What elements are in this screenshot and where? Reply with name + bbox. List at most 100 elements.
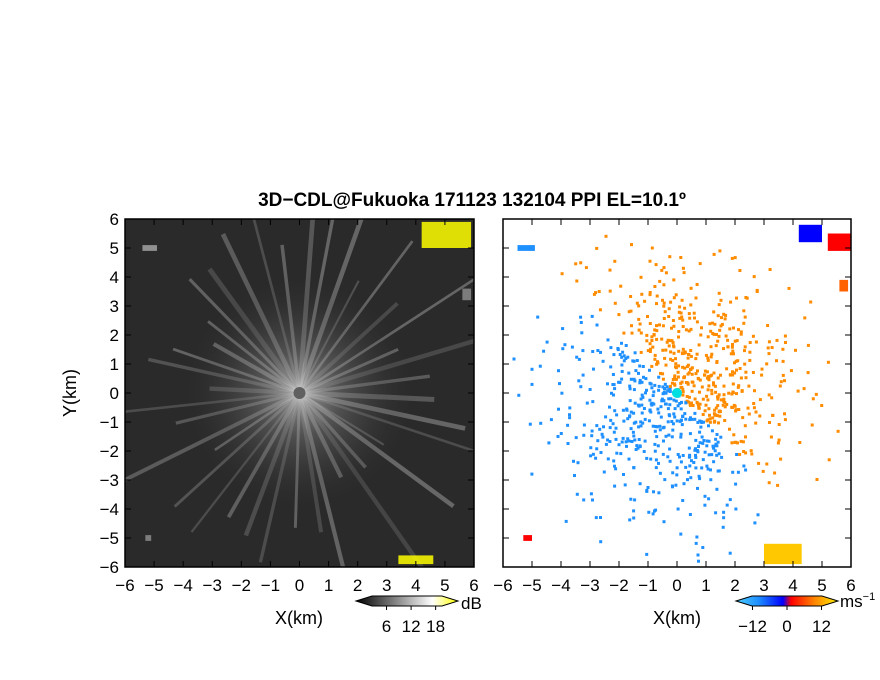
velocity-cell bbox=[682, 271, 686, 275]
velocity-cell bbox=[777, 438, 781, 442]
velocity-cell bbox=[725, 367, 729, 371]
velocity-cell bbox=[714, 390, 718, 394]
velocity-cell bbox=[736, 441, 739, 445]
velocity-cell bbox=[716, 376, 720, 380]
velocity-cell bbox=[661, 426, 665, 430]
velocity-cell bbox=[692, 311, 696, 315]
velocity-cell bbox=[673, 376, 677, 380]
velocity-cell bbox=[613, 259, 617, 263]
velocity-cell bbox=[707, 453, 711, 457]
velocity-cell bbox=[683, 350, 687, 354]
velocity-cell bbox=[662, 399, 666, 403]
velocity-cell bbox=[566, 442, 570, 445]
velocity-cell bbox=[710, 453, 714, 457]
velocity-cell bbox=[628, 399, 632, 403]
velocity-cell bbox=[684, 381, 688, 384]
velocity-cell bbox=[643, 417, 647, 421]
velocity-cell bbox=[645, 488, 649, 492]
velocity-cell bbox=[568, 416, 572, 420]
velocity-cell bbox=[650, 246, 654, 250]
velocity-cell bbox=[663, 387, 666, 390]
velocity-cell bbox=[648, 350, 652, 353]
velocity-cell bbox=[627, 310, 631, 314]
velocity-cell bbox=[612, 430, 616, 434]
reflectivity-echo-cell bbox=[145, 535, 152, 541]
velocity-cell bbox=[652, 490, 655, 494]
velocity-cell bbox=[596, 439, 600, 443]
velocity-cell bbox=[686, 478, 689, 482]
velocity-cell bbox=[627, 457, 631, 461]
velocity-cell bbox=[731, 349, 735, 353]
velocity-cell bbox=[626, 417, 630, 421]
velocity-cell bbox=[638, 322, 642, 326]
velocity-cell bbox=[697, 474, 701, 478]
velocity-cell bbox=[667, 344, 671, 348]
velocity-cell bbox=[747, 412, 751, 416]
y-tick-label: −5 bbox=[100, 529, 119, 548]
velocity-cell bbox=[738, 367, 742, 370]
velocity-cell bbox=[714, 511, 718, 515]
velocity-cell bbox=[573, 474, 576, 477]
velocity-cell bbox=[653, 449, 657, 453]
velocity-cell bbox=[673, 407, 677, 411]
velocity-cell bbox=[657, 384, 661, 388]
velocity-cell bbox=[731, 373, 735, 377]
velocity-cell bbox=[748, 350, 752, 354]
velocity-cell bbox=[708, 420, 712, 424]
velocity-cell bbox=[680, 400, 683, 404]
colorbar-tick-label: 12 bbox=[812, 617, 831, 636]
velocity-colorbar-ticks: −12 0 12 bbox=[738, 606, 831, 636]
velocity-cell bbox=[614, 467, 618, 471]
y-tick-label: −2 bbox=[100, 442, 119, 461]
velocity-cell bbox=[820, 404, 824, 407]
velocity-cell bbox=[661, 377, 665, 381]
velocity-cell bbox=[655, 324, 658, 328]
velocity-cell bbox=[579, 261, 583, 265]
velocity-cell bbox=[690, 389, 694, 393]
velocity-cell bbox=[560, 272, 564, 276]
velocity-cell bbox=[794, 348, 797, 352]
velocity-cell bbox=[626, 355, 630, 359]
velocity-cell bbox=[692, 461, 696, 464]
velocity-cell bbox=[735, 296, 738, 300]
velocity-cell bbox=[625, 408, 629, 412]
velocity-cell bbox=[655, 302, 658, 306]
velocity-cell bbox=[836, 429, 840, 433]
velocity-cell bbox=[698, 441, 702, 445]
velocity-cell bbox=[645, 552, 649, 556]
velocity-cell bbox=[594, 456, 598, 460]
velocity-cell bbox=[652, 390, 656, 394]
velocity-cell bbox=[700, 385, 704, 389]
velocity-cell bbox=[675, 419, 679, 423]
velocity-cell bbox=[637, 438, 641, 441]
velocity-cell bbox=[617, 313, 621, 317]
y-tick-label: −4 bbox=[100, 500, 119, 519]
velocity-cell bbox=[630, 440, 634, 443]
velocity-cell bbox=[699, 333, 703, 337]
velocity-cell bbox=[620, 377, 624, 381]
velocity-cell bbox=[716, 395, 720, 399]
velocity-cell bbox=[722, 510, 726, 514]
velocity-cell bbox=[687, 470, 690, 474]
velocity-cell bbox=[675, 473, 679, 477]
velocity-cell bbox=[694, 438, 698, 442]
velocity-cell bbox=[654, 466, 658, 470]
velocity-cell bbox=[679, 532, 683, 536]
velocity-cell bbox=[689, 349, 693, 352]
velocity-cell bbox=[575, 279, 579, 283]
velocity-echo bbox=[523, 535, 532, 541]
velocity-cell bbox=[679, 435, 683, 439]
velocity-cell bbox=[661, 372, 665, 376]
velocity-cell bbox=[684, 328, 688, 332]
velocity-cell bbox=[589, 454, 593, 458]
velocity-cell bbox=[722, 347, 725, 351]
velocity-cell bbox=[646, 486, 650, 489]
velocity-cell bbox=[720, 455, 724, 459]
velocity-cell bbox=[696, 553, 700, 557]
reflectivity-echo-features bbox=[142, 221, 472, 565]
velocity-echo-cell bbox=[517, 245, 535, 251]
velocity-cell bbox=[665, 340, 669, 344]
velocity-cell bbox=[577, 379, 581, 383]
velocity-cell bbox=[704, 353, 708, 357]
velocity-cell bbox=[705, 370, 709, 374]
